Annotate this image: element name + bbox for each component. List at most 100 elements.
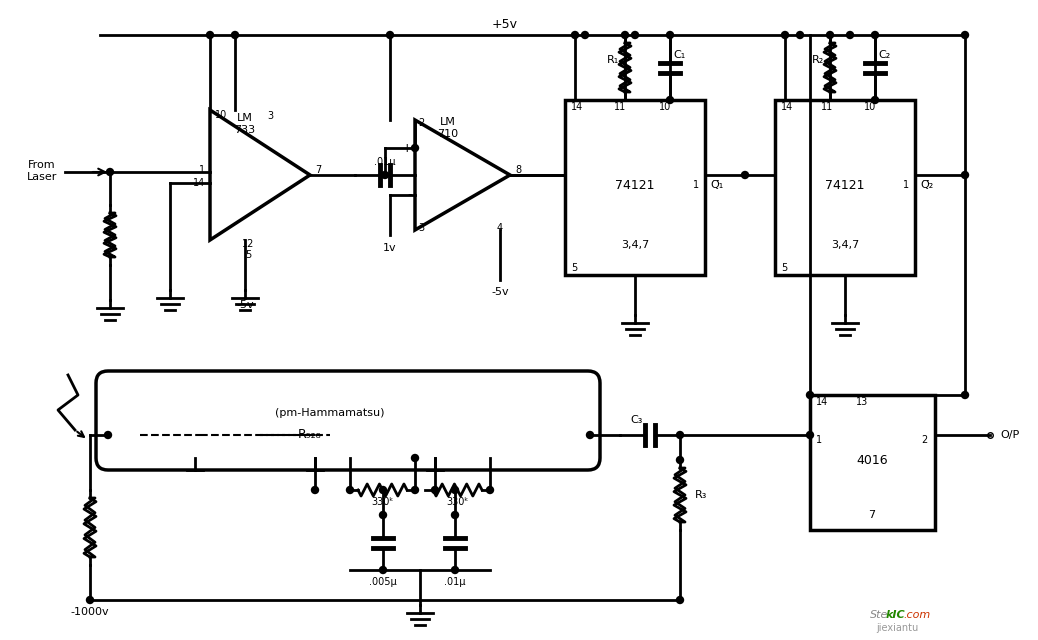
Circle shape bbox=[807, 431, 814, 438]
Circle shape bbox=[386, 31, 393, 38]
Text: R₉₂₈: R₉₂₈ bbox=[298, 429, 322, 442]
Circle shape bbox=[347, 486, 354, 493]
Circle shape bbox=[872, 97, 878, 104]
Text: 11: 11 bbox=[613, 102, 626, 112]
Circle shape bbox=[452, 511, 459, 518]
Text: 3: 3 bbox=[267, 111, 273, 121]
Text: 14: 14 bbox=[571, 102, 583, 112]
Circle shape bbox=[872, 31, 878, 38]
Text: 14: 14 bbox=[816, 397, 828, 407]
Bar bbox=[565, 100, 705, 275]
Circle shape bbox=[826, 31, 834, 38]
Text: 7: 7 bbox=[315, 165, 321, 175]
Circle shape bbox=[961, 172, 968, 179]
Bar bbox=[810, 395, 935, 530]
Text: 1: 1 bbox=[693, 180, 699, 190]
Circle shape bbox=[961, 392, 968, 399]
Text: 3,4,7: 3,4,7 bbox=[830, 240, 859, 250]
Circle shape bbox=[807, 392, 814, 399]
Circle shape bbox=[796, 31, 803, 38]
Circle shape bbox=[677, 456, 683, 463]
Bar bbox=[775, 100, 916, 275]
Circle shape bbox=[380, 566, 386, 573]
Text: +5v: +5v bbox=[492, 17, 518, 31]
Text: 3: 3 bbox=[418, 223, 425, 233]
Circle shape bbox=[581, 31, 589, 38]
Text: 330ᵏ: 330ᵏ bbox=[446, 497, 469, 507]
Text: Q̅₂: Q̅₂ bbox=[920, 180, 933, 190]
Text: 4: 4 bbox=[497, 223, 503, 233]
Circle shape bbox=[572, 31, 578, 38]
Circle shape bbox=[411, 454, 418, 461]
Text: From: From bbox=[28, 160, 56, 170]
Text: .01μ: .01μ bbox=[375, 157, 395, 167]
Text: -: - bbox=[408, 189, 412, 202]
Text: Q̅₁: Q̅₁ bbox=[710, 180, 723, 190]
Text: 5: 5 bbox=[245, 250, 251, 260]
Circle shape bbox=[107, 168, 113, 175]
Text: Ste: Ste bbox=[870, 610, 889, 620]
Circle shape bbox=[207, 31, 214, 38]
Text: -5v: -5v bbox=[491, 287, 509, 297]
Text: 10: 10 bbox=[659, 102, 672, 112]
Circle shape bbox=[231, 31, 239, 38]
Circle shape bbox=[380, 486, 386, 493]
Text: 3,4,7: 3,4,7 bbox=[621, 240, 649, 250]
Text: 5: 5 bbox=[781, 263, 787, 273]
Text: .005μ: .005μ bbox=[370, 577, 397, 587]
Text: 7: 7 bbox=[869, 510, 876, 520]
Text: 330ᵏ: 330ᵏ bbox=[372, 497, 394, 507]
Circle shape bbox=[311, 486, 319, 493]
Text: +: + bbox=[402, 141, 412, 154]
Text: -1000v: -1000v bbox=[71, 607, 109, 617]
Text: R₁: R₁ bbox=[607, 55, 619, 65]
Text: 2: 2 bbox=[922, 435, 928, 445]
Text: 1v: 1v bbox=[383, 243, 397, 253]
Circle shape bbox=[86, 596, 93, 604]
Circle shape bbox=[452, 486, 459, 493]
Text: kIC: kIC bbox=[886, 610, 905, 620]
Circle shape bbox=[452, 566, 459, 573]
Circle shape bbox=[432, 486, 438, 493]
Text: C₃: C₃ bbox=[631, 415, 644, 425]
Text: 74121: 74121 bbox=[616, 179, 655, 191]
Text: jiexiantu: jiexiantu bbox=[876, 623, 919, 633]
Text: 10: 10 bbox=[864, 102, 876, 112]
Text: 5: 5 bbox=[571, 263, 577, 273]
Circle shape bbox=[487, 486, 493, 493]
Text: C₂: C₂ bbox=[879, 50, 892, 60]
Circle shape bbox=[380, 511, 386, 518]
Text: 8: 8 bbox=[515, 165, 521, 175]
Text: 4016: 4016 bbox=[856, 454, 887, 467]
Circle shape bbox=[741, 172, 748, 179]
Text: LM: LM bbox=[440, 117, 456, 127]
Text: -5v: -5v bbox=[237, 300, 254, 310]
Text: Laser: Laser bbox=[27, 172, 57, 182]
Circle shape bbox=[961, 31, 968, 38]
Text: O/P: O/P bbox=[1000, 430, 1019, 440]
Circle shape bbox=[105, 431, 111, 438]
Circle shape bbox=[411, 486, 418, 493]
Text: R₃: R₃ bbox=[695, 490, 707, 500]
Text: (pm-Hammamatsu): (pm-Hammamatsu) bbox=[275, 408, 385, 418]
Circle shape bbox=[666, 31, 674, 38]
Circle shape bbox=[586, 431, 594, 438]
Text: .01μ: .01μ bbox=[444, 577, 466, 587]
Circle shape bbox=[666, 97, 674, 104]
Text: 74121: 74121 bbox=[825, 179, 865, 191]
Text: 1: 1 bbox=[903, 180, 909, 190]
Text: 1: 1 bbox=[816, 435, 822, 445]
Circle shape bbox=[782, 31, 789, 38]
Text: 710: 710 bbox=[437, 129, 459, 139]
Text: 14: 14 bbox=[193, 178, 204, 188]
Circle shape bbox=[622, 31, 628, 38]
Text: 11: 11 bbox=[821, 102, 834, 112]
Text: 12: 12 bbox=[242, 239, 254, 249]
Circle shape bbox=[411, 145, 418, 152]
Circle shape bbox=[631, 31, 638, 38]
Text: 733: 733 bbox=[235, 125, 255, 135]
Text: 14: 14 bbox=[781, 102, 793, 112]
Text: 10: 10 bbox=[215, 110, 227, 120]
Text: .com: .com bbox=[903, 610, 930, 620]
Text: R₂: R₂ bbox=[812, 55, 824, 65]
